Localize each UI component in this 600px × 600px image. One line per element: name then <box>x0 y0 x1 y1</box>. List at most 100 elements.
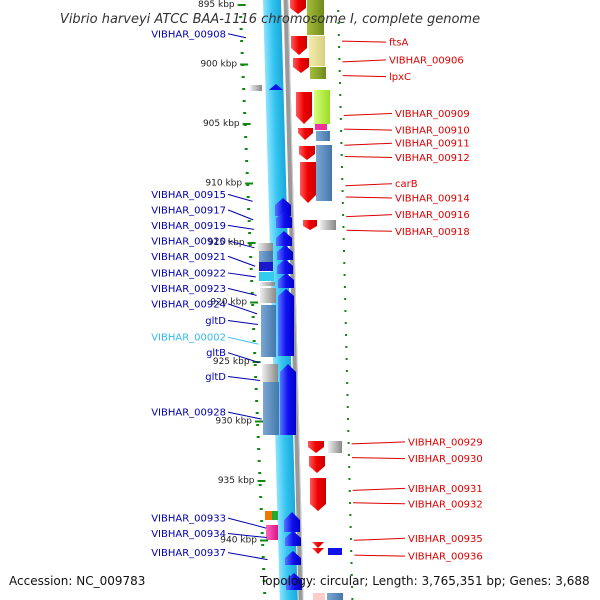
leader-line <box>345 183 393 187</box>
right-feature-track <box>290 0 343 600</box>
feature-block <box>328 441 342 453</box>
ruler-dot <box>263 592 267 594</box>
left-gene-label[interactable]: VIBHAR_00002 <box>151 333 226 344</box>
right-gene-label[interactable]: VIBHAR_00911 <box>395 139 470 150</box>
ruler-dot <box>344 310 347 312</box>
right-gene-label[interactable]: VIBHAR_00906 <box>389 55 464 66</box>
ruler-major-tick <box>242 123 251 125</box>
ruler-dot <box>339 106 342 108</box>
ruler-dot <box>257 448 261 450</box>
reverse-cds <box>296 92 312 124</box>
ruler-dot <box>346 406 349 408</box>
kbp-tick-label: 895 kbp <box>198 0 235 10</box>
leader-line <box>227 33 247 39</box>
kbp-tick-label: 930 kbp <box>215 417 252 427</box>
accession-text: Accession: NC_009783 <box>9 574 146 588</box>
right-gene-label[interactable]: ftsA <box>389 38 408 49</box>
leader-line <box>227 193 253 202</box>
right-gene-label[interactable]: VIBHAR_00929 <box>408 437 483 448</box>
right-gene-label[interactable]: VIBHAR_00909 <box>395 109 470 120</box>
left-gene-label[interactable]: VIBHAR_00917 <box>151 205 226 216</box>
right-gene-label[interactable]: VIBHAR_00914 <box>395 193 470 204</box>
feature-block <box>309 36 325 66</box>
feature-block <box>259 262 273 271</box>
ruler-dot <box>345 334 348 336</box>
right-gene-label[interactable]: VIBHAR_00916 <box>395 210 470 221</box>
ruler-dot <box>340 130 343 132</box>
forward-cds <box>277 259 293 274</box>
left-gene-label[interactable]: VIBHAR_00922 <box>151 268 226 279</box>
left-gene-label[interactable]: VIBHAR_00919 <box>151 221 226 232</box>
ruler-dot <box>262 568 266 570</box>
left-gene-label[interactable]: VIBHAR_00934 <box>151 529 226 540</box>
feature-block <box>250 85 262 91</box>
leader-line <box>344 142 393 146</box>
right-gene-label[interactable]: VIBHAR_00931 <box>408 484 483 495</box>
reverse-cds <box>308 441 324 453</box>
feature-block <box>320 220 336 230</box>
leader-line <box>342 59 387 63</box>
leader-line <box>227 287 257 296</box>
ruler-dot <box>350 574 353 576</box>
ruler-dot <box>245 160 249 162</box>
ruler-dot <box>349 514 352 516</box>
left-gene-label[interactable]: gltD <box>205 316 226 327</box>
right-gene-label[interactable]: VIBHAR_00932 <box>408 499 483 510</box>
leader-line <box>342 75 387 78</box>
ruler-dot <box>239 28 243 30</box>
right-gene-label[interactable]: VIBHAR_00918 <box>395 227 470 238</box>
ruler-dot <box>349 538 352 540</box>
reverse-cds <box>290 0 306 14</box>
ruler-dot <box>348 478 351 480</box>
left-gene-label[interactable]: VIBHAR_00924 <box>151 299 226 310</box>
reverse-cds <box>309 456 325 473</box>
ruler-dot <box>253 352 257 354</box>
feature-block <box>315 124 327 130</box>
right-gene-label[interactable]: lpxC <box>389 72 411 83</box>
forward-cds <box>276 212 292 228</box>
right-gene-label[interactable]: carB <box>395 179 418 190</box>
ruler-dot <box>349 502 352 504</box>
ruler-dot <box>337 34 340 36</box>
right-gene-label[interactable]: VIBHAR_00930 <box>408 454 483 465</box>
reverse-cds <box>293 58 309 73</box>
ruler-dot <box>247 220 251 222</box>
ruler-dot <box>255 400 259 402</box>
ruler-dot <box>255 412 259 414</box>
feature-block <box>316 131 330 141</box>
right-gene-label[interactable]: VIBHAR_00935 <box>408 534 483 545</box>
ruler-dot <box>342 226 345 228</box>
ruler-major-tick <box>240 63 249 66</box>
ruler-dot <box>256 436 260 438</box>
left-gene-label[interactable]: VIBHAR_00920 <box>151 236 226 247</box>
ruler-dot <box>350 562 353 564</box>
ruler-dot <box>343 250 345 252</box>
right-gene-label[interactable]: VIBHAR_00912 <box>395 153 470 164</box>
ruler-dot <box>341 190 344 192</box>
backbone-line-inner <box>287 0 304 600</box>
left-gene-label[interactable]: VIBHAR_00908 <box>151 29 226 40</box>
right-gene-label[interactable]: VIBHAR_00910 <box>395 126 470 137</box>
reverse-cds <box>313 593 325 600</box>
left-feature-track <box>250 85 279 540</box>
leader-line <box>227 517 267 529</box>
ruler-dot <box>341 202 344 204</box>
right-gene-label[interactable]: VIBHAR_00936 <box>408 552 483 563</box>
ruler-dot <box>239 16 243 18</box>
left-gene-label[interactable]: VIBHAR_00928 <box>151 408 226 419</box>
left-gene-label[interactable]: gltB <box>206 348 226 359</box>
left-gene-label[interactable]: VIBHAR_00921 <box>151 252 226 263</box>
forward-cds <box>275 198 291 216</box>
ruler-dot <box>252 340 256 342</box>
left-gene-label[interactable]: VIBHAR_00915 <box>151 190 226 201</box>
left-gene-label[interactable]: VIBHAR_00937 <box>151 548 226 559</box>
ruler-dot <box>339 118 342 120</box>
left-gene-label[interactable]: VIBHAR_00933 <box>151 514 226 525</box>
ruler-dot <box>347 442 350 444</box>
ruler-dot <box>338 46 341 48</box>
left-gene-label[interactable]: gltD <box>205 372 226 383</box>
ruler-dot <box>259 496 263 498</box>
left-gene-labels: VIBHAR_00908 VIBHAR_00915 VIBHAR_00917 VIBH… <box>151 29 268 561</box>
left-gene-label[interactable]: VIBHAR_00923 <box>151 284 226 295</box>
